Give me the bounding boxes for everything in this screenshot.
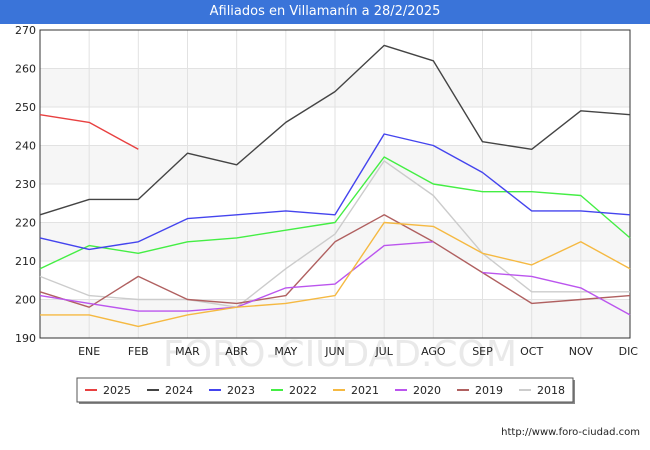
legend-label-2024: 2024 xyxy=(165,384,193,397)
y-tick-label: 190 xyxy=(15,332,36,345)
legend-label-2021: 2021 xyxy=(351,384,379,397)
legend-label-2020: 2020 xyxy=(413,384,441,397)
series-lines xyxy=(39,44,631,328)
y-tick-label: 230 xyxy=(15,178,36,191)
y-tick-label: 200 xyxy=(15,294,36,307)
plot-frame xyxy=(39,29,631,339)
x-tick-label: OCT xyxy=(520,345,543,358)
legend-label-2025: 2025 xyxy=(103,384,131,397)
x-tick-label: FEB xyxy=(128,345,149,358)
x-axis-ticks: ENE FEB MAR ABR MAY JUN JUL AGO SEP OCT NOV DIC xyxy=(78,345,638,358)
x-tick-label: MAY xyxy=(274,345,297,358)
y-axis-ticks: 190 200 210 220 230 240 250 260 270 xyxy=(15,24,36,345)
legend-label-2018: 2018 xyxy=(537,384,565,397)
y-tick-label: 210 xyxy=(15,255,36,268)
x-tick-label: SEP xyxy=(472,345,493,358)
x-tick-label: ABR xyxy=(225,345,248,358)
legend-label-2019: 2019 xyxy=(475,384,503,397)
series-line-2025 xyxy=(39,114,139,150)
y-tick-label: 260 xyxy=(15,63,36,76)
footer-url[interactable]: http://www.foro-ciudad.com xyxy=(501,427,640,438)
x-tick-label: MAR xyxy=(175,345,200,358)
x-tick-label: DIC xyxy=(619,345,639,358)
y-tick-label: 240 xyxy=(15,140,36,153)
series-line-2021 xyxy=(40,221,631,328)
chart-title: Afiliados en Villamanín a 28/2/2025 xyxy=(0,0,650,24)
x-tick-label: JUL xyxy=(374,345,393,358)
grid-lines xyxy=(40,29,630,339)
series-line-2020 xyxy=(482,271,631,316)
x-tick-label: ENE xyxy=(78,345,100,358)
y-tick-label: 250 xyxy=(15,101,36,114)
series-line-2022 xyxy=(39,156,631,270)
legend: 2025 2024 2023 2022 2021 2020 2019 2018 xyxy=(76,377,575,404)
x-tick-label: JUN xyxy=(324,345,345,358)
watermark: FORO-CIUDAD.COM xyxy=(163,334,517,375)
legend-label-2022: 2022 xyxy=(289,384,317,397)
series-line-2018 xyxy=(39,160,630,308)
legend-label-2023: 2023 xyxy=(227,384,255,397)
series-line-2019 xyxy=(39,214,631,308)
x-tick-label: NOV xyxy=(569,345,594,358)
legend-box xyxy=(76,377,574,403)
y-tick-label: 220 xyxy=(15,217,36,230)
x-tick-label: AGO xyxy=(421,345,446,358)
y-tick-label: 270 xyxy=(15,24,36,37)
series-line-2023 xyxy=(39,133,631,251)
series-line-2024 xyxy=(39,44,631,216)
